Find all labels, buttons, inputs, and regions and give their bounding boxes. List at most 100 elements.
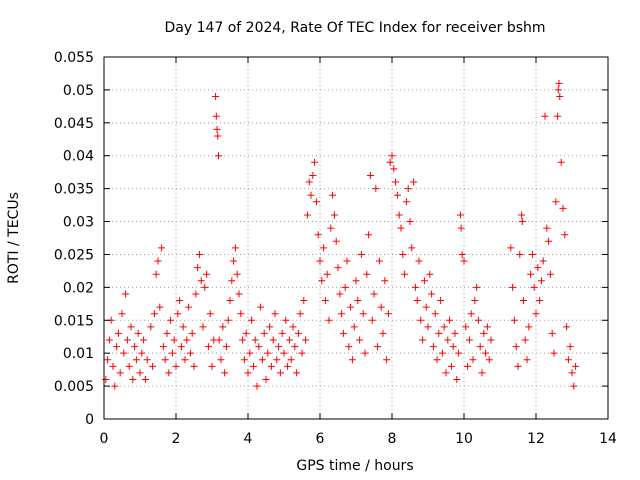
y-tick-label: 0.04 [63, 149, 94, 165]
data-point-marker [518, 218, 526, 226]
data-point-marker [127, 323, 135, 331]
data-point-marker [116, 369, 124, 377]
data-point-marker [485, 356, 493, 364]
data-point-marker [289, 323, 297, 331]
data-point-marker [509, 283, 517, 291]
data-point-marker [336, 290, 344, 298]
data-point-marker [188, 329, 196, 337]
data-point-marker [257, 303, 265, 311]
data-point-marker [467, 310, 475, 318]
data-point-marker [527, 270, 535, 278]
data-point-marker [311, 158, 319, 166]
data-point-marker [525, 323, 533, 331]
data-point-marker [140, 336, 148, 344]
data-point-marker [284, 362, 292, 370]
data-point-marker [370, 290, 378, 298]
data-point-marker [446, 316, 454, 324]
data-point-marker [329, 191, 337, 199]
data-point-marker [231, 244, 239, 252]
data-point-marker [303, 211, 311, 219]
y-axis-label: ROTI / TECUs [6, 192, 22, 284]
data-point-marker [415, 257, 423, 265]
data-point-marker [469, 356, 477, 364]
y-tick-label: 0.05 [63, 83, 94, 99]
data-point-marker [422, 303, 430, 311]
data-point-marker [429, 343, 437, 351]
data-point-marker [213, 125, 221, 133]
data-point-marker [510, 316, 518, 324]
data-point-marker [563, 323, 571, 331]
data-point-marker [363, 270, 371, 278]
data-point-marker [156, 303, 164, 311]
data-point-marker [318, 277, 326, 285]
data-point-marker [222, 343, 230, 351]
data-point-marker [167, 316, 175, 324]
data-point-marker [163, 329, 171, 337]
data-point-marker [251, 336, 259, 344]
data-point-marker [172, 362, 180, 370]
data-point-marker [465, 336, 473, 344]
data-point-marker [435, 329, 443, 337]
data-point-marker [323, 270, 331, 278]
data-point-marker [512, 343, 520, 351]
data-point-marker [546, 270, 554, 278]
data-point-marker [183, 336, 191, 344]
data-point-marker [447, 362, 455, 370]
data-point-marker [457, 224, 465, 232]
data-point-marker [437, 297, 445, 305]
y-tick-label: 0 [85, 412, 94, 428]
data-point-marker [482, 349, 490, 357]
data-point-marker [516, 250, 524, 258]
data-point-marker [224, 316, 232, 324]
data-point-marker [305, 178, 313, 186]
data-point-marker [460, 257, 468, 265]
y-tick-label: 0.025 [54, 247, 94, 263]
y-tick-label: 0.02 [63, 280, 94, 296]
data-point-marker [374, 343, 382, 351]
x-tick-label: 2 [172, 431, 181, 447]
data-point-marker [138, 349, 146, 357]
data-point-marker [104, 356, 112, 364]
data-point-marker [168, 349, 176, 357]
data-point-marker [417, 316, 425, 324]
data-point-marker [404, 185, 412, 193]
x-tick-label: 12 [527, 431, 545, 447]
data-point-marker [195, 250, 203, 258]
data-point-marker [249, 362, 257, 370]
data-point-marker [537, 277, 545, 285]
data-point-marker [419, 336, 427, 344]
data-point-marker [552, 198, 560, 206]
data-point-marker [554, 112, 562, 120]
data-point-marker [420, 277, 428, 285]
data-point-marker [291, 343, 299, 351]
data-point-marker [438, 349, 446, 357]
data-point-marker [298, 349, 306, 357]
data-point-marker [134, 329, 142, 337]
x-tick-label: 14 [599, 431, 617, 447]
data-point-marker [557, 158, 565, 166]
data-point-marker [240, 356, 248, 364]
data-point-marker [285, 336, 293, 344]
data-point-marker [239, 336, 247, 344]
data-point-marker [208, 362, 216, 370]
data-point-marker [474, 316, 482, 324]
data-point-marker [442, 369, 450, 377]
x-tick-label: 10 [455, 431, 473, 447]
data-point-marker [307, 191, 315, 199]
data-point-marker [282, 316, 290, 324]
data-point-marker [455, 349, 463, 357]
data-point-marker [354, 297, 362, 305]
data-point-marker [201, 283, 209, 291]
data-point-marker [375, 257, 383, 265]
data-point-marker [122, 290, 130, 298]
data-point-marker [424, 323, 432, 331]
data-point-marker [206, 310, 214, 318]
data-point-marker [320, 244, 328, 252]
data-points [102, 79, 580, 390]
data-point-marker [186, 349, 194, 357]
data-point-marker [559, 204, 567, 212]
data-point-marker [217, 356, 225, 364]
data-point-marker [431, 310, 439, 318]
data-point-marker [534, 264, 542, 272]
data-point-marker [262, 376, 270, 384]
